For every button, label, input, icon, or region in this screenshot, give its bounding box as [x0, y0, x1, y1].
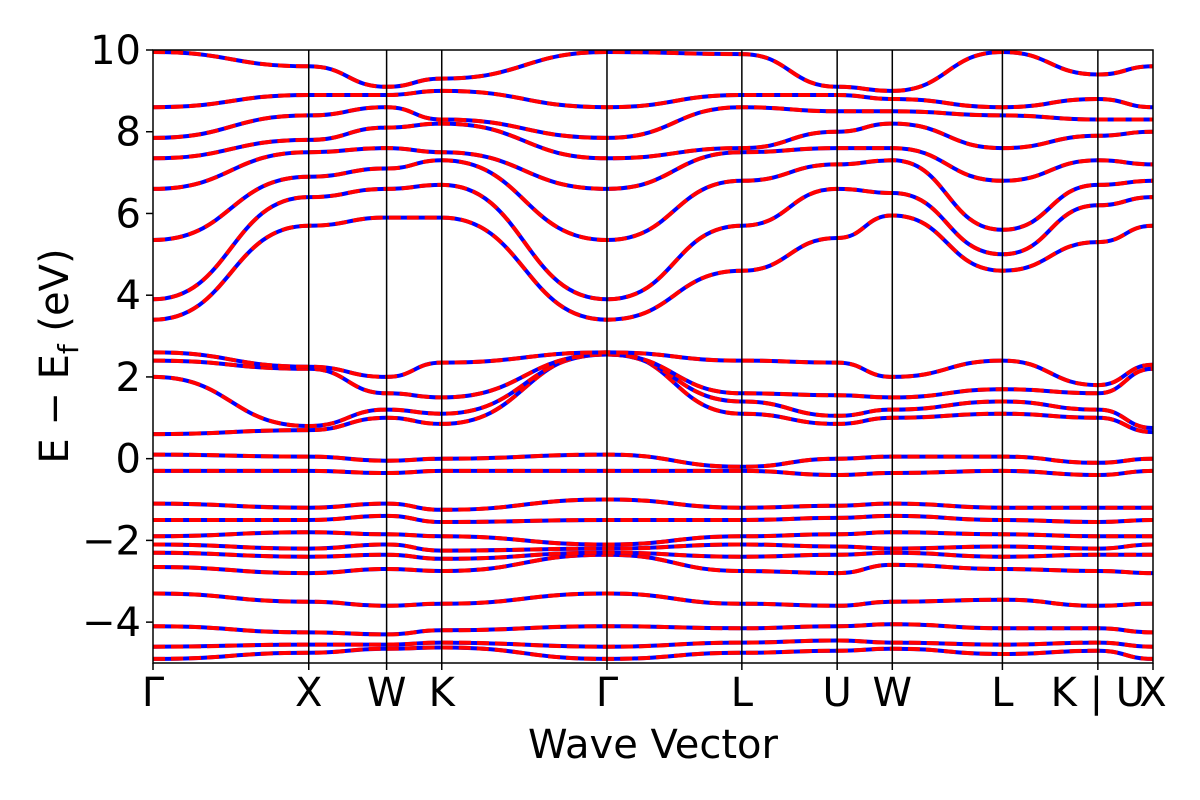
- band-line-spin-down: [153, 350, 1153, 388]
- band-line-spin-down: [153, 497, 1153, 512]
- band-line-spin-down: [153, 146, 1153, 191]
- band-line-spin-down: [153, 542, 1153, 553]
- band-line-spin-down: [153, 552, 1153, 576]
- y-tick-label: −4: [82, 600, 141, 646]
- band-line-spin-down: [153, 452, 1153, 469]
- band-line-spin-down: [153, 350, 1153, 437]
- x-tick-label: W: [873, 670, 913, 716]
- band-line-spin-down: [153, 213, 1153, 322]
- x-tick-label: K | U: [1051, 670, 1145, 716]
- band-line-spin-down: [153, 550, 1153, 561]
- y-axis-label-main: E − E: [32, 354, 78, 464]
- y-tick-label: 8: [116, 110, 141, 156]
- band-line-spin-down: [153, 352, 1153, 430]
- x-tick-label: L: [731, 670, 754, 716]
- band-line-spin-down: [153, 530, 1153, 547]
- band-line-spin-down: [153, 591, 1153, 608]
- y-tick-label: 0: [116, 437, 141, 483]
- band-line-spin-down: [153, 513, 1153, 525]
- y-axis-label-unit: (eV): [32, 248, 78, 344]
- band-line-spin-down: [153, 468, 1153, 478]
- x-tick-label: L: [991, 670, 1014, 716]
- y-tick-label: 10: [90, 28, 141, 74]
- y-tick-label: 6: [116, 191, 141, 237]
- y-tick-label: 4: [116, 273, 141, 319]
- bands-layer: [153, 50, 1153, 661]
- band-line-spin-down: [153, 645, 1153, 661]
- band-line-spin-down: [153, 182, 1153, 302]
- x-tick-label: X: [1139, 670, 1166, 716]
- plot-frame: [152, 49, 1154, 664]
- band-line-spin-down: [153, 352, 1153, 400]
- y-axis-label: E − Ef (eV): [32, 248, 85, 463]
- x-axis-label: Wave Vector: [528, 722, 779, 768]
- y-axis-label-subscript: f: [52, 343, 85, 354]
- x-tick-label: W: [367, 670, 407, 716]
- x-tick-label: U: [823, 670, 852, 716]
- band-line-spin-down: [153, 638, 1153, 649]
- x-tick-label: K: [429, 670, 457, 716]
- band-line-spin-down: [153, 88, 1153, 110]
- band-line-spin-down: [153, 121, 1153, 161]
- x-tick-label: Γ: [596, 670, 619, 716]
- band-line-spin-down: [153, 50, 1153, 93]
- y-tick-label: 2: [116, 355, 141, 401]
- y-tick-label: −2: [82, 518, 141, 564]
- y-ticks: 10 8 6 4 2 0 −2 −4: [82, 28, 153, 646]
- band-line-spin-down: [153, 622, 1153, 637]
- kpoint-lines-layer: [307, 50, 1099, 663]
- x-tick-label: Γ: [142, 670, 165, 716]
- band-line-spin-down: [153, 158, 1153, 243]
- x-tick-label: X: [295, 670, 322, 716]
